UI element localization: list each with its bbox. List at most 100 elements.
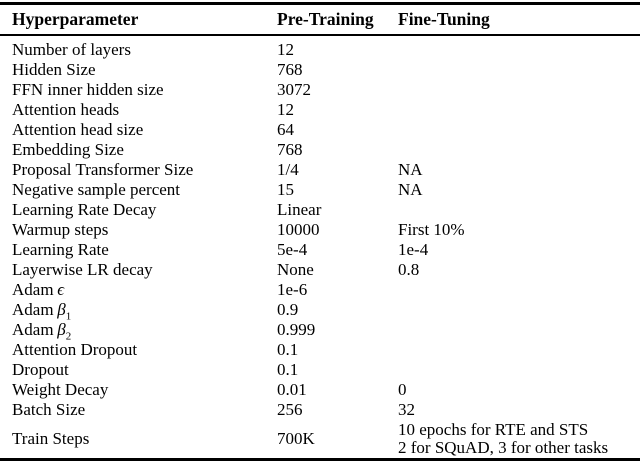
finetuning-cell: NA	[398, 160, 423, 179]
param-cell: Learning Rate Decay	[12, 200, 277, 220]
param-cell: Dropout	[12, 360, 277, 380]
param-label: Adam	[12, 280, 54, 299]
pretraining-cell: 3072	[277, 80, 311, 99]
pretraining-cell: 700K	[277, 429, 315, 448]
finetuning-cell: 10 epochs for RTE and STS 2 for SQuAD, 3…	[398, 421, 640, 457]
epsilon-symbol: ϵ	[57, 280, 65, 299]
table-row: Adam β2 0.999	[0, 320, 640, 343]
header-fine-tuning: Fine-Tuning	[398, 9, 490, 29]
pretraining-cell: Linear	[277, 200, 322, 219]
table-mid-rule	[0, 34, 640, 36]
table-row: Attention Dropout 0.1	[0, 340, 640, 360]
param-label: FFN inner hidden size	[12, 80, 164, 99]
table-row: Learning Rate Decay Linear	[0, 200, 640, 220]
table-row: Warmup steps 10000 First 10%	[0, 220, 640, 240]
param-label: Adam	[12, 300, 54, 319]
finetuning-cell: 32	[398, 400, 415, 419]
pretraining-cell: 768	[277, 140, 303, 159]
pretraining-cell: 1/4	[277, 160, 299, 179]
param-cell: Learning Rate	[12, 240, 277, 260]
param-label: Negative sample percent	[12, 180, 181, 199]
pretraining-cell: 0.1	[277, 340, 299, 359]
param-label: Adam	[12, 320, 54, 339]
pretraining-cell: 768	[277, 60, 303, 79]
table-bottom-rule	[0, 458, 640, 461]
param-label: Layerwise LR decay	[12, 260, 153, 279]
pretraining-cell: 0.01	[277, 380, 307, 399]
param-label: Warmup steps	[12, 220, 109, 239]
param-cell: Attention head size	[12, 120, 277, 140]
table-row: Learning Rate 5e-4 1e-4	[0, 240, 640, 260]
pretraining-cell: 0.1	[277, 360, 299, 379]
pretraining-cell: 12	[277, 100, 294, 119]
param-cell: Hidden Size	[12, 60, 277, 80]
param-cell: Number of layers	[12, 40, 277, 60]
param-cell: Train Steps	[12, 429, 277, 449]
finetuning-line-1: 10 epochs for RTE and STS	[398, 420, 589, 439]
param-label: Attention head size	[12, 120, 144, 139]
param-cell: Adam β1	[12, 300, 277, 323]
beta-subscript: 1	[65, 310, 72, 323]
table-row: Attention heads 12	[0, 100, 640, 120]
finetuning-cell: NA	[398, 180, 423, 199]
param-cell: Batch Size	[12, 400, 277, 420]
finetuning-cell: 1e-4	[398, 240, 429, 259]
table-row: Attention head size 64	[0, 120, 640, 140]
beta-symbol: β	[57, 300, 66, 319]
finetuning-cell: 0.8	[398, 260, 420, 279]
header-hyperparameter: Hyperparameter	[12, 9, 139, 29]
param-cell: Warmup steps	[12, 220, 277, 240]
pretraining-cell: 5e-4	[277, 240, 308, 259]
param-label: Number of layers	[12, 40, 131, 59]
table-row: Adam ϵ 1e-6	[0, 280, 640, 300]
finetuning-line-2: 2 for SQuAD, 3 for other tasks	[398, 438, 609, 457]
param-label: Train Steps	[12, 429, 90, 448]
table-row: Proposal Transformer Size 1/4 NA	[0, 160, 640, 180]
param-label: Learning Rate Decay	[12, 200, 157, 219]
pretraining-cell: 256	[277, 400, 303, 419]
param-cell: Embedding Size	[12, 140, 277, 160]
param-cell: Negative sample percent	[12, 180, 277, 200]
pretraining-cell: 15	[277, 180, 294, 199]
beta-subscript: 2	[65, 330, 72, 343]
pretraining-cell: 0.999	[277, 320, 316, 339]
pretraining-cell: 12	[277, 40, 294, 59]
table-top-rule	[0, 2, 640, 5]
param-label: Hidden Size	[12, 60, 96, 79]
table-row: Adam β1 0.9	[0, 300, 640, 323]
param-cell: Weight Decay	[12, 380, 277, 400]
header-pre-training: Pre-Training	[277, 9, 374, 29]
table-row: FFN inner hidden size 3072	[0, 80, 640, 100]
table-body: Number of layers 12 Hidden Size 768 FFN …	[0, 36, 640, 458]
param-label: Attention Dropout	[12, 340, 138, 359]
param-label: Embedding Size	[12, 140, 124, 159]
table-row: Dropout 0.1	[0, 360, 640, 380]
table-row: Negative sample percent 15 NA	[0, 180, 640, 200]
param-cell: Layerwise LR decay	[12, 260, 277, 280]
param-cell: FFN inner hidden size	[12, 80, 277, 100]
table-row: Number of layers 12	[0, 40, 640, 60]
pretraining-cell: 1e-6	[277, 280, 308, 299]
param-cell: Adam ϵ	[12, 280, 277, 300]
param-label: Dropout	[12, 360, 69, 379]
table-row: Batch Size 256 32	[0, 400, 640, 420]
finetuning-cell: 0	[398, 380, 407, 399]
param-cell: Attention heads	[12, 100, 277, 120]
beta-symbol: β	[57, 320, 66, 339]
table-header-row: Hyperparameter Pre-Training Fine-Tuning	[0, 5, 640, 34]
param-label: Batch Size	[12, 400, 86, 419]
param-cell: Adam β2	[12, 320, 277, 343]
param-cell: Attention Dropout	[12, 340, 277, 360]
param-label: Proposal Transformer Size	[12, 160, 194, 179]
param-label: Weight Decay	[12, 380, 109, 399]
table-row: Embedding Size 768	[0, 140, 640, 160]
table-row-train-steps: Train Steps 700K 10 epochs for RTE and S…	[0, 420, 640, 458]
pretraining-cell: 10000	[277, 220, 320, 239]
table-row: Layerwise LR decay None 0.8	[0, 260, 640, 280]
finetuning-cell: First 10%	[398, 220, 465, 239]
pretraining-cell: 0.9	[277, 300, 299, 319]
table-row: Hidden Size 768	[0, 60, 640, 80]
pretraining-cell: 64	[277, 120, 294, 139]
table-row: Weight Decay 0.01 0	[0, 380, 640, 400]
